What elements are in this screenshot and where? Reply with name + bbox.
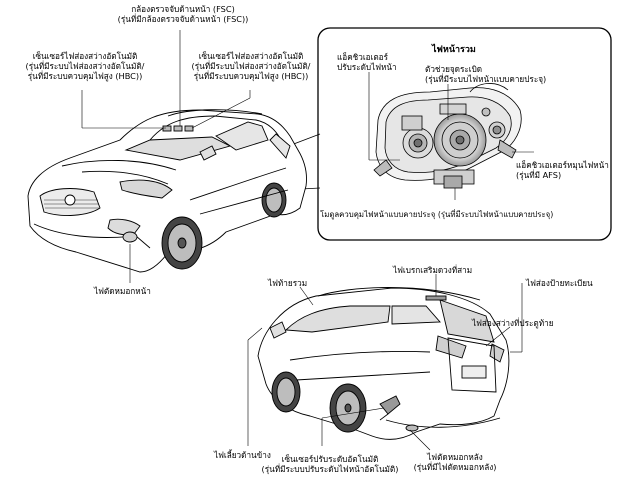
auto-light-sensor-label-left: เซ็นเซอร์ไฟส่องสว่างอัตโนมัติ (รุ่นที่มี…: [10, 51, 160, 81]
fsc-camera-label: กล้องตรวจจับด้านหน้า (FSC) (รุ่นที่มีกล้…: [108, 4, 258, 24]
auto-light-sensor-right-line1: เซ็นเซอร์ไฟส่องสว่างอัตโนมัติ: [198, 51, 304, 61]
swivel-actuator-line1: แอ็คชิวเอเตอร์หมุนไฟหน้า: [516, 160, 609, 170]
license-plate-light-label: ไฟส่องป้ายทะเบียน: [526, 278, 593, 288]
leveling-actuator-label: แอ็คชิวเอเตอร์ ปรับระดับไฟหน้า: [337, 52, 397, 72]
high-mount-brake-light-label: ไฟเบรกเสริมดวงที่สาม: [393, 265, 473, 275]
leveling-actuator-line2: ปรับระดับไฟหน้า: [337, 62, 397, 72]
igniter-line1: ตัวช่วยจุดระเบิด: [425, 64, 483, 74]
side-turn-light-label: ไฟเลี้ยวด้านข้าง: [214, 450, 271, 460]
front-fog-light-label: ไฟตัดหมอกหน้า: [94, 286, 151, 296]
swivel-actuator-label: แอ็คชิวเอเตอร์หมุนไฟหน้า (รุ่นที่มี AFS): [516, 160, 609, 180]
rear-car-illustration: [257, 287, 510, 440]
auto-leveling-sensor-line1: เซ็นเซอร์ปรับระดับอัตโนมัติ: [281, 454, 379, 464]
auto-leveling-sensor-line2: (รุ่นที่มีระบบปรับระดับไฟหน้าอัตโนมัติ): [261, 464, 399, 474]
liftgate-light-label: ไฟส่องสว่างที่ประตูท้าย: [472, 318, 554, 328]
fsc-camera-label-line1: กล้องตรวจจับด้านหน้า (FSC): [131, 4, 235, 14]
auto-light-sensor-left-line1: เซ็นเซอร์ไฟส่องสว่างอัตโนมัติ: [32, 51, 138, 61]
igniter-label: ตัวช่วยจุดระเบิด (รุ่นที่มีระบบไฟหน้าแบบ…: [425, 64, 546, 84]
rear-combination-light-label: ไฟท้ายรวม: [268, 278, 308, 288]
inset-leader-lines: [368, 72, 534, 200]
igniter-line2: (รุ่นที่มีระบบไฟหน้าแบบคายประจุ): [425, 74, 547, 84]
auto-light-sensor-left-line2: (รุ่นที่มีระบบไฟส่องสว่างอัตโนมัติ/: [25, 61, 145, 71]
auto-light-sensor-right-line3: รุ่นที่มีระบบควบคุมไฟสูง (HBC)): [193, 71, 309, 81]
auto-leveling-sensor-label: เซ็นเซอร์ปรับระดับอัตโนมัติ (รุ่นที่มีระ…: [250, 454, 410, 474]
fsc-camera-label-line2: (รุ่นที่มีกล้องตรวจจับด้านหน้า (FSC)): [117, 14, 249, 24]
rear-leader-lines: [247, 274, 523, 451]
auto-light-sensor-right-line2: (รุ่นที่มีระบบไฟส่องสว่างอัตโนมัติ/: [191, 61, 311, 71]
discharge-control-module-label: โมดูลควบคุมไฟหน้าแบบคายประจุ (รุ่นที่มีร…: [320, 210, 554, 219]
front-car-illustration: [27, 109, 307, 273]
auto-light-sensor-left-line3: รุ่นที่มีระบบควบคุมไฟสูง (HBC)): [27, 71, 143, 81]
rear-fog-light-line2: (รุ่นที่มีไฟตัดหมอกหลัง): [413, 462, 497, 472]
rear-fog-light-label: ไฟตัดหมอกหลัง (รุ่นที่มีไฟตัดหมอกหลัง): [395, 452, 515, 472]
leveling-actuator-line1: แอ็คชิวเอเตอร์: [337, 52, 388, 62]
swivel-actuator-line2: (รุ่นที่มี AFS): [516, 170, 562, 180]
headlight-assembly-illustration: [373, 83, 522, 189]
auto-light-sensor-label-right: เซ็นเซอร์ไฟส่องสว่างอัตโนมัติ (รุ่นที่มี…: [176, 51, 326, 81]
inset-title: ไฟหน้ารวม: [432, 45, 476, 55]
front-leader-lines: [81, 30, 251, 283]
rear-fog-light-line1: ไฟตัดหมอกหลัง: [427, 452, 483, 462]
